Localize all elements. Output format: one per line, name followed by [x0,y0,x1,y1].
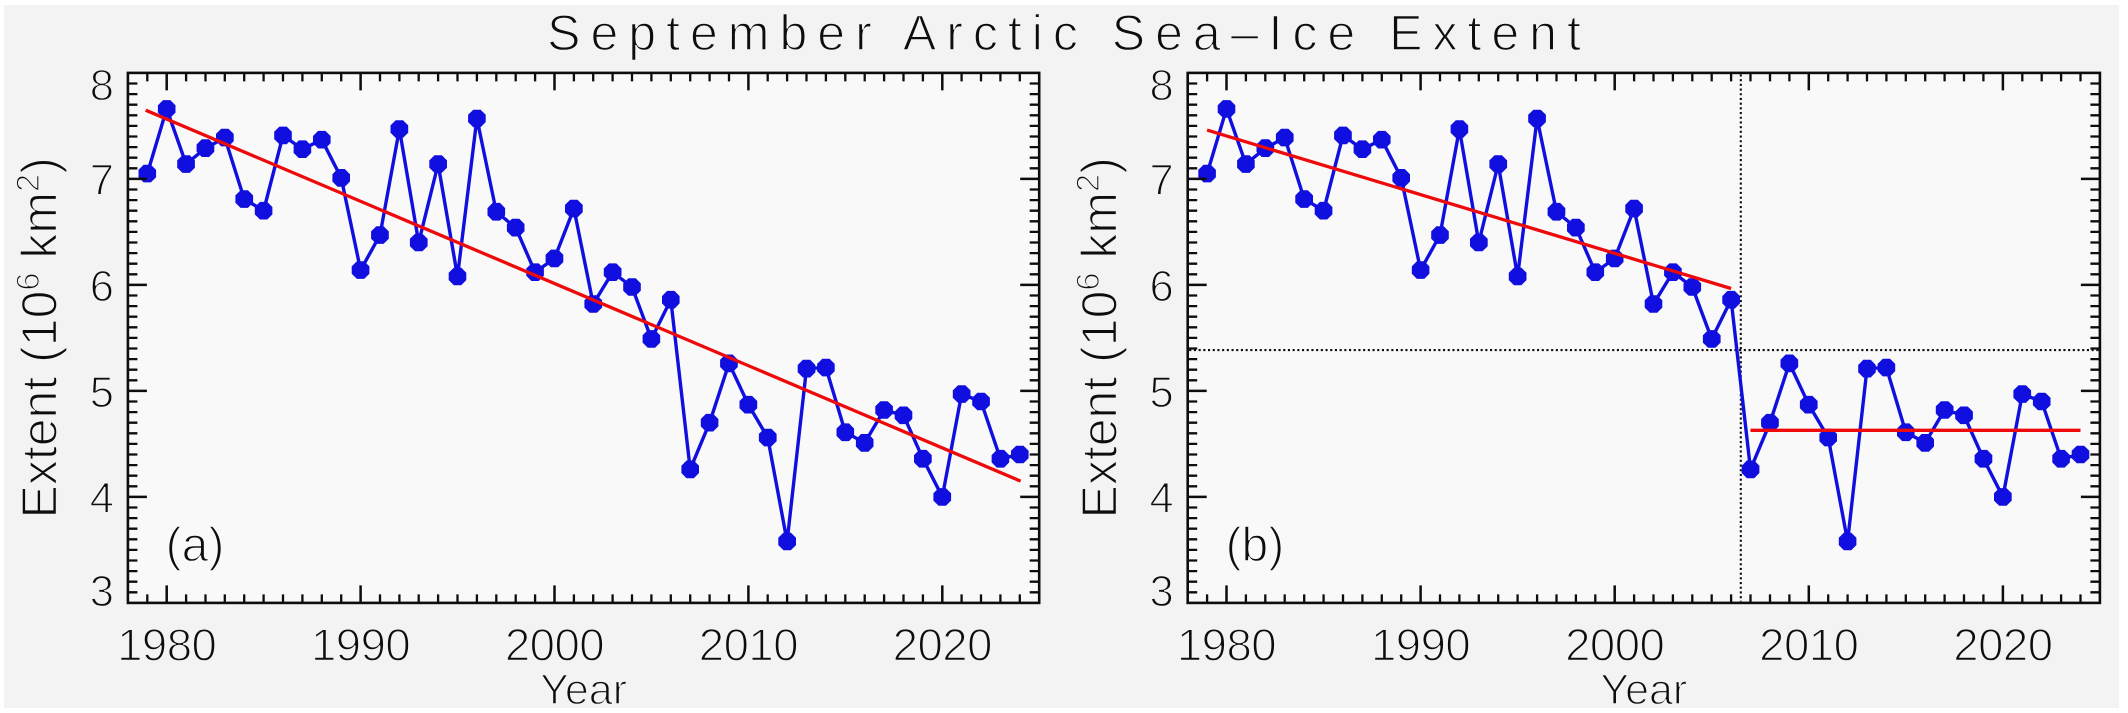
svg-text:5: 5 [1149,369,1173,417]
svg-text:3: 3 [90,568,114,616]
svg-text:(b): (b) [1226,519,1285,572]
svg-text:1990: 1990 [311,620,410,671]
svg-text:1980: 1980 [117,620,216,671]
svg-text:8: 8 [90,62,114,110]
svg-text:3: 3 [1149,568,1173,616]
svg-text:(a): (a) [166,519,225,572]
svg-text:2010: 2010 [1759,620,1858,671]
svg-text:4: 4 [1149,475,1173,523]
svg-text:Extent (106 km2): Extent (106 km2) [10,157,68,518]
svg-text:6: 6 [1149,263,1173,311]
svg-text:2020: 2020 [893,620,992,671]
svg-text:Year: Year [540,666,627,713]
svg-text:5: 5 [90,369,114,417]
svg-text:8: 8 [1149,62,1173,110]
svg-text:2020: 2020 [1953,620,2052,671]
svg-text:7: 7 [90,157,114,205]
svg-text:2000: 2000 [505,620,604,671]
svg-text:1990: 1990 [1371,620,1470,671]
svg-text:7: 7 [1149,157,1173,205]
svg-text:6: 6 [90,263,114,311]
svg-text:4: 4 [90,475,114,523]
svg-text:Year: Year [1600,666,1687,713]
svg-text:2000: 2000 [1565,620,1664,671]
svg-text:1980: 1980 [1177,620,1276,671]
svg-text:Extent (106 km2): Extent (106 km2) [1070,157,1128,518]
svg-text:September Arctic Sea–Ice Exten: September Arctic Sea–Ice Extent [547,5,1591,61]
svg-text:2010: 2010 [699,620,798,671]
